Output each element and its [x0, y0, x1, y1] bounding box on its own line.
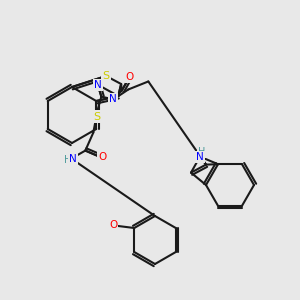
Text: N: N: [196, 152, 204, 162]
Text: O: O: [109, 220, 117, 230]
Text: H: H: [64, 154, 71, 165]
Text: H: H: [198, 147, 206, 157]
Text: O: O: [126, 71, 134, 82]
Text: N: N: [110, 94, 117, 104]
Text: N: N: [94, 80, 102, 90]
Text: S: S: [93, 112, 100, 122]
Text: O: O: [98, 152, 106, 162]
Text: S: S: [103, 71, 110, 81]
Text: N: N: [69, 154, 77, 164]
